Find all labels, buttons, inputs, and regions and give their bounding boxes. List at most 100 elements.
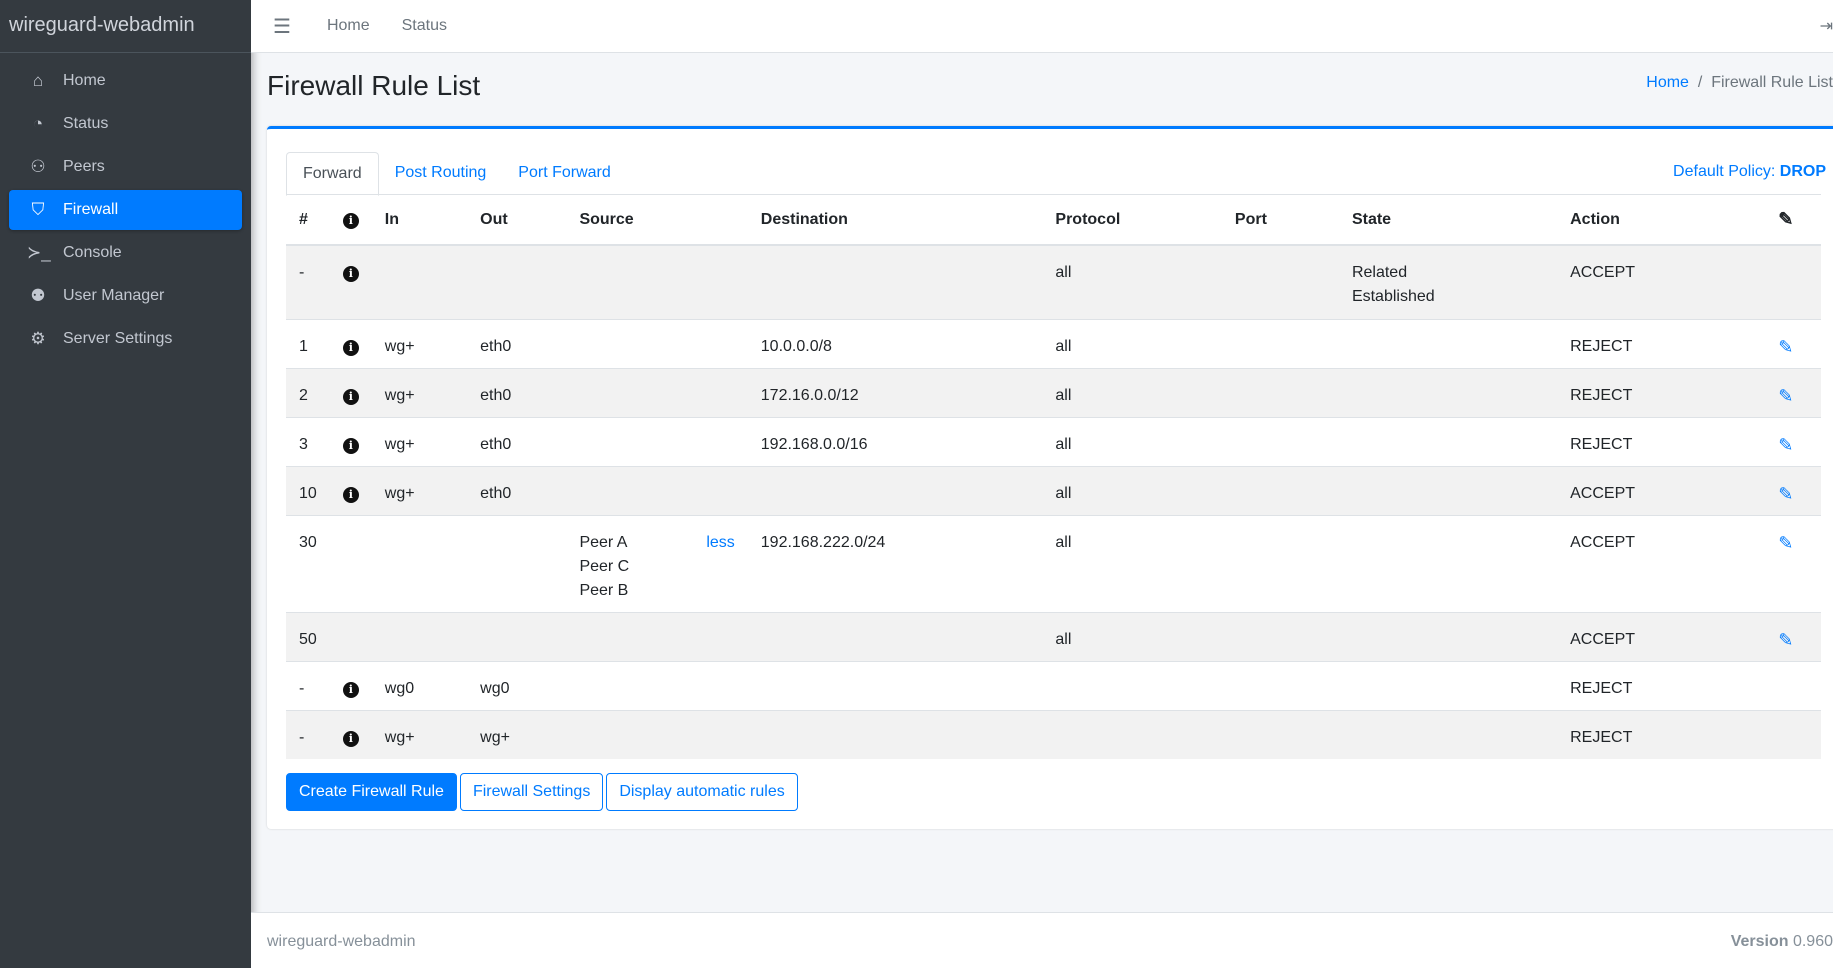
policy-label: Default Policy:: [1673, 163, 1776, 180]
firewall-card: Forward Post Routing Port Forward Defaul…: [267, 126, 1833, 829]
column-header: State: [1338, 195, 1558, 246]
info-header-icon: i: [329, 195, 372, 246]
topnav-status-link[interactable]: Status: [401, 17, 447, 34]
top-navbar: ☰ Home Status ⇥: [251, 0, 1833, 53]
brand-title[interactable]: wireguard-webadmin: [0, 0, 251, 53]
sidebar: wireguard-webadmin ⌂ Home ◔ Status ⚇ Peers ⛉ Fi…: [0, 0, 251, 968]
out-interface: [467, 514, 567, 612]
protocol: all: [1042, 514, 1222, 612]
protocol: all: [1042, 318, 1222, 368]
sidebar-item-peers[interactable]: ⚇ Peers: [9, 147, 242, 187]
sidebar-item-user-manager[interactable]: ⚉ User Manager: [9, 276, 242, 316]
edit-rule-icon[interactable]: ✎: [1778, 385, 1794, 406]
out-interface: wg0: [467, 660, 567, 710]
action: REJECT: [1557, 367, 1766, 417]
info-icon[interactable]: i: [342, 437, 359, 454]
table-row: 1 i wg+ eth0 10.0.0.0/8 all REJECT ✎: [286, 318, 1821, 368]
destination: 192.168.0.0/16: [747, 416, 1043, 466]
in-interface: [371, 244, 468, 319]
footer-version: Version 0.960: [1731, 933, 1833, 951]
rule-number: -: [286, 709, 330, 759]
port: [1221, 465, 1339, 515]
edit-rule-icon[interactable]: ✎: [1778, 483, 1794, 504]
action-buttons: Create Firewall Rule Firewall Settings D…: [286, 773, 798, 811]
out-interface: eth0: [467, 367, 567, 417]
create-firewall-rule-button[interactable]: Create Firewall Rule: [286, 773, 457, 811]
protocol: all: [1042, 465, 1222, 515]
display-automatic-rules-button[interactable]: Display automatic rules: [606, 773, 798, 811]
edit-rule-icon[interactable]: ✎: [1778, 434, 1794, 455]
info-icon[interactable]: i: [342, 486, 359, 503]
state: [1338, 465, 1558, 515]
source: [566, 709, 748, 759]
source: less Peer A Peer C Peer B: [566, 514, 748, 612]
tab-port-forward[interactable]: Port Forward: [518, 164, 611, 181]
info-icon[interactable]: i: [342, 339, 359, 356]
sidebar-item-console[interactable]: ≻_ Console: [9, 233, 242, 273]
source-peer: Peer A: [579, 533, 628, 551]
out-interface: wg+: [467, 709, 567, 759]
destination: [747, 465, 1043, 515]
edit-rule-icon[interactable]: ✎: [1778, 336, 1794, 357]
policy-value: DROP: [1779, 163, 1826, 180]
breadcrumb-current: Firewall Rule List: [1711, 74, 1833, 91]
sidebar-item-home[interactable]: ⌂ Home: [9, 61, 242, 101]
topnav-home-link[interactable]: Home: [326, 17, 370, 34]
rule-number: 10: [286, 465, 330, 515]
sidebar-item-label: Peers: [63, 158, 105, 175]
rule-number: 30: [286, 514, 330, 612]
sidebar-item-label: Status: [63, 115, 109, 132]
edit-rule-icon[interactable]: ✎: [1778, 629, 1794, 650]
tab-forward[interactable]: Forward: [286, 152, 379, 196]
info-icon[interactable]: i: [342, 388, 359, 405]
version-label: Version: [1730, 933, 1789, 950]
out-interface: [467, 611, 567, 661]
info-icon[interactable]: i: [342, 730, 359, 747]
destination: [747, 611, 1043, 661]
info-icon[interactable]: i: [342, 266, 359, 282]
in-interface: wg0: [371, 660, 468, 710]
port: [1221, 611, 1339, 661]
hamburger-menu-icon[interactable]: ☰: [273, 15, 291, 38]
rule-number: 50: [286, 611, 330, 661]
source: [566, 318, 748, 368]
table-row: 10 i wg+ eth0 all ACCEPT ✎: [286, 465, 1821, 515]
sidebar-item-label: Home: [63, 72, 106, 89]
in-interface: wg+: [371, 416, 468, 466]
state: [1338, 709, 1558, 759]
sidebar-item-firewall[interactable]: ⛉ Firewall: [9, 190, 242, 230]
logout-icon[interactable]: ⇥: [1819, 18, 1833, 35]
firewall-settings-button[interactable]: Firewall Settings: [459, 773, 604, 811]
state: [1338, 416, 1558, 466]
state: [1338, 318, 1558, 368]
source-peer: Peer B: [579, 581, 629, 599]
action: ACCEPT: [1557, 465, 1766, 515]
breadcrumb: Home / Firewall Rule List: [1646, 74, 1833, 91]
sidebar-item-status[interactable]: ◔ Status: [9, 104, 242, 144]
info-icon[interactable]: i: [342, 681, 359, 698]
destination: 192.168.222.0/24: [747, 514, 1043, 612]
source: [566, 660, 748, 710]
source: [566, 244, 748, 319]
table-row: 2 i wg+ eth0 172.16.0.0/12 all REJECT ✎: [286, 367, 1821, 417]
edit-rule-icon[interactable]: ✎: [1778, 532, 1794, 553]
less-link[interactable]: less: [706, 533, 735, 551]
out-interface: [467, 244, 567, 319]
protocol: [1042, 709, 1222, 759]
terminal-icon: ≻_: [27, 243, 51, 262]
protocol: all: [1042, 416, 1222, 466]
sidebar-item-label: Firewall: [63, 201, 119, 218]
default-policy[interactable]: Default Policy: DROP: [1673, 163, 1826, 181]
column-header: Port: [1221, 195, 1339, 246]
breadcrumb-home[interactable]: Home: [1646, 74, 1689, 91]
column-header: #: [286, 195, 330, 246]
table-row: - i all Related Established ACCEPT: [286, 244, 1821, 319]
footer: wireguard-webadmin Version 0.960: [251, 912, 1833, 968]
tab-post-routing[interactable]: Post Routing: [394, 164, 487, 181]
gauge-icon: ◔: [32, 114, 44, 133]
protocol: [1042, 660, 1222, 710]
action: REJECT: [1557, 318, 1766, 368]
column-header: Action: [1557, 195, 1766, 246]
port: [1221, 416, 1339, 466]
sidebar-item-server-settings[interactable]: ⚙ Server Settings: [9, 319, 242, 359]
